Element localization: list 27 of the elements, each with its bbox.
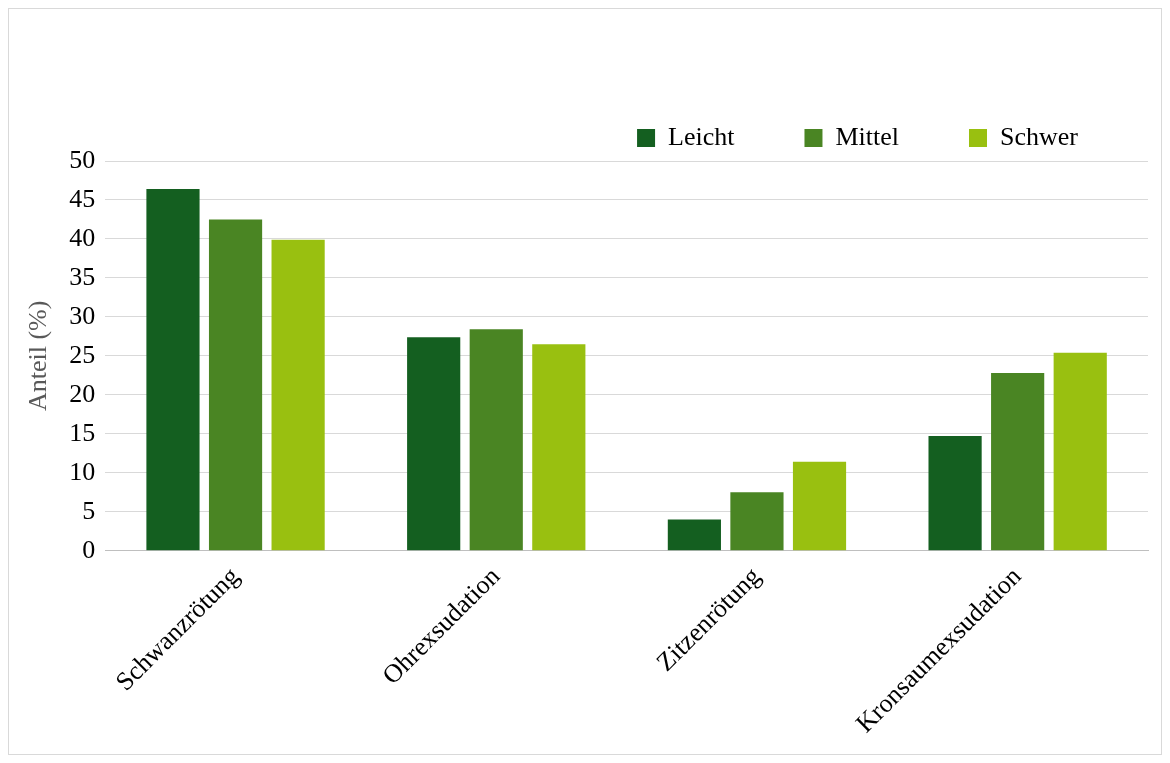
y-tick-label: 0 (82, 534, 96, 564)
legend-label: Leicht (668, 121, 736, 151)
y-tick-label: 15 (69, 417, 96, 447)
y-tick-label: 10 (69, 456, 96, 486)
legend-label: Mittel (835, 121, 900, 151)
bar (407, 337, 461, 551)
y-tick-label: 40 (69, 222, 96, 252)
bar (928, 436, 982, 551)
bar (991, 372, 1045, 551)
y-tick-label: 35 (69, 261, 96, 291)
bar (469, 329, 523, 551)
y-tick-label: 5 (82, 495, 96, 525)
y-axis-title: Anteil (%) (23, 300, 53, 412)
bar (208, 219, 263, 551)
y-tick-label: 50 (69, 144, 96, 174)
bar (146, 189, 200, 551)
y-tick-label: 30 (69, 300, 96, 330)
y-tick-label: 25 (69, 339, 96, 369)
bar (730, 492, 784, 551)
bar (1053, 352, 1107, 551)
bar (532, 344, 586, 551)
bar (667, 519, 721, 551)
legend-label: Schwer (1000, 121, 1079, 151)
bar (792, 461, 847, 551)
y-tick-label: 20 (69, 378, 96, 408)
bar (271, 239, 325, 551)
y-tick-label: 45 (69, 183, 96, 213)
